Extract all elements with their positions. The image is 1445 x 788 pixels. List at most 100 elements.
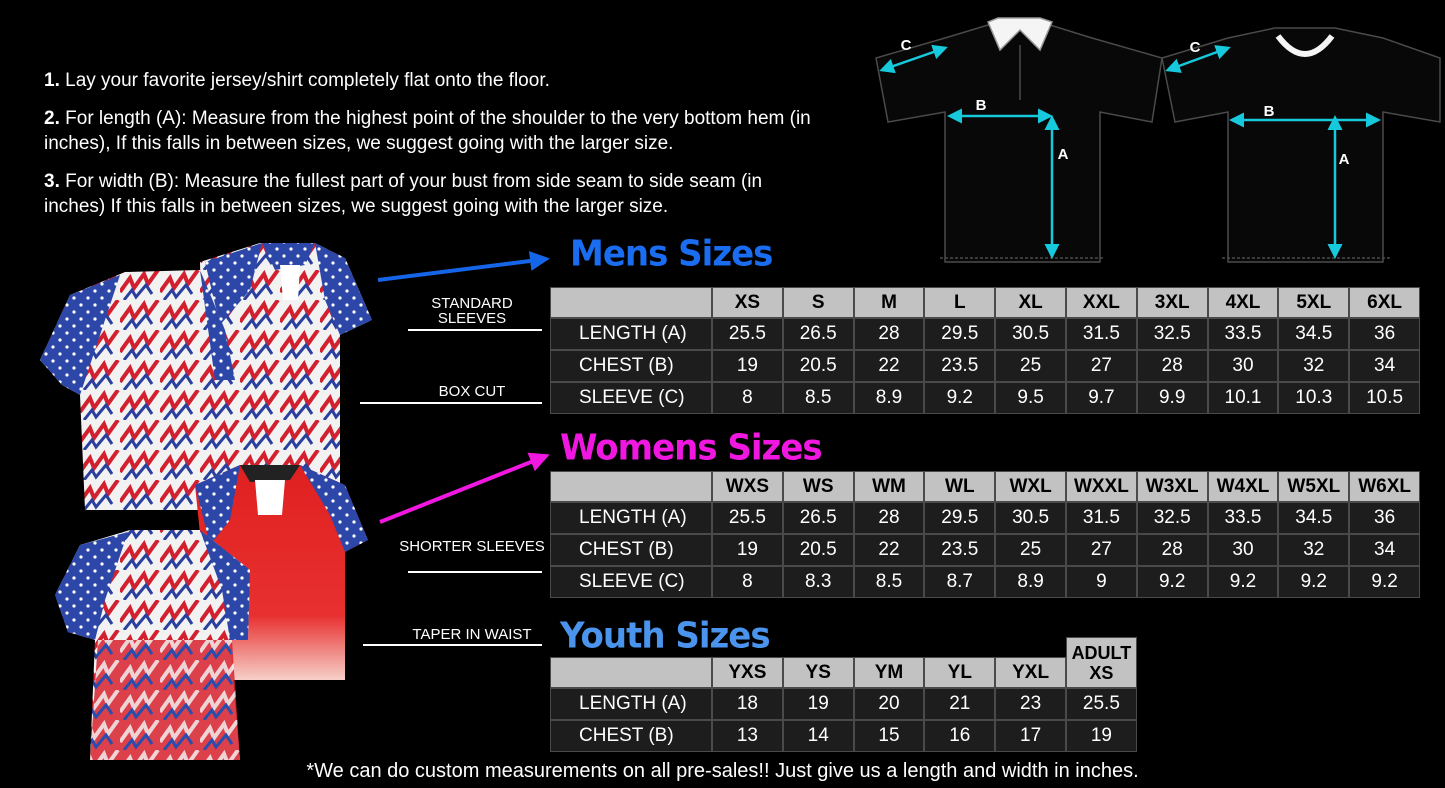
size-header: S bbox=[782, 287, 854, 318]
size-header: YL bbox=[924, 657, 996, 688]
value-cell: 10.3 bbox=[1278, 382, 1350, 414]
style-label: SHORTER SLEEVES bbox=[399, 538, 545, 555]
value-cell: 13 bbox=[712, 720, 783, 752]
table-title: Youth Sizes bbox=[560, 615, 771, 657]
row-label: LENGTH (A) bbox=[550, 688, 712, 720]
value-cell: 29.5 bbox=[924, 318, 996, 350]
value-cell: 32.5 bbox=[1136, 502, 1208, 534]
size-header: YS bbox=[782, 657, 854, 688]
value-cell: 8 bbox=[712, 566, 783, 598]
step-text: Lay your favorite jersey/shirt completel… bbox=[65, 70, 550, 91]
style-label: BOX CUT bbox=[438, 383, 506, 400]
value-cell: 23.5 bbox=[924, 350, 996, 382]
size-header: 5XL bbox=[1278, 287, 1350, 318]
value-cell: 27 bbox=[1066, 534, 1137, 566]
arrow bbox=[377, 251, 550, 282]
diagram-label: A bbox=[1058, 146, 1069, 163]
value-cell: 9 bbox=[1066, 566, 1137, 598]
value-cell: 16 bbox=[924, 720, 996, 752]
value-cell: 30 bbox=[1207, 350, 1279, 382]
value-cell: 20.5 bbox=[782, 350, 854, 382]
value-cell: 10.5 bbox=[1349, 382, 1420, 414]
value-cell: 28 bbox=[1136, 350, 1208, 382]
value-cell: 23 bbox=[995, 688, 1066, 720]
size-header: YXL bbox=[995, 657, 1066, 688]
shirt-box-cut bbox=[40, 270, 235, 510]
size-header: WM bbox=[853, 471, 925, 502]
value-cell: 26.5 bbox=[782, 318, 854, 350]
value-cell: 8.7 bbox=[924, 566, 996, 598]
value-cell: 31.5 bbox=[1066, 502, 1137, 534]
diagram-label: C bbox=[1190, 39, 1201, 56]
row-label: SLEEVE (C) bbox=[550, 382, 712, 414]
row-label: CHEST (B) bbox=[550, 720, 712, 752]
measure-arrows bbox=[879, 44, 1060, 259]
value-cell: 17 bbox=[995, 720, 1066, 752]
size-header: L bbox=[924, 287, 996, 318]
step-number: 2. bbox=[44, 108, 60, 129]
size-header: 6XL bbox=[1349, 287, 1420, 318]
size-header: YM bbox=[853, 657, 925, 688]
value-cell: 28 bbox=[853, 502, 925, 534]
value-cell: 19 bbox=[782, 688, 854, 720]
instruction: 1. Lay your favorite jersey/shirt comple… bbox=[44, 68, 819, 93]
value-cell: 32 bbox=[1278, 350, 1350, 382]
value-cell: 22 bbox=[853, 534, 925, 566]
value-cell: 25.5 bbox=[712, 502, 783, 534]
row-label: CHEST (B) bbox=[550, 350, 712, 382]
value-cell: 18 bbox=[712, 688, 783, 720]
arrow bbox=[379, 452, 550, 524]
value-cell: 30.5 bbox=[995, 318, 1066, 350]
row-label: LENGTH (A) bbox=[550, 318, 712, 350]
value-cell: 9.2 bbox=[1207, 566, 1279, 598]
value-cell: 28 bbox=[1136, 534, 1208, 566]
value-cell: 9.9 bbox=[1136, 382, 1208, 414]
value-cell: 10.1 bbox=[1207, 382, 1279, 414]
value-cell: 26.5 bbox=[782, 502, 854, 534]
measure-arrows bbox=[1165, 45, 1381, 259]
size-header: YXS bbox=[712, 657, 783, 688]
row-label: CHEST (B) bbox=[550, 534, 712, 566]
step-text: For width (B): Measure the fullest part … bbox=[44, 171, 763, 217]
value-cell: 8.5 bbox=[782, 382, 854, 414]
value-cell: 8.9 bbox=[853, 382, 925, 414]
size-header: W6XL bbox=[1349, 471, 1420, 502]
value-cell: 25 bbox=[995, 350, 1066, 382]
value-cell: 31.5 bbox=[1066, 318, 1137, 350]
diagram-label: B bbox=[1264, 103, 1275, 120]
value-cell: 34 bbox=[1349, 534, 1420, 566]
value-cell: 21 bbox=[924, 688, 996, 720]
value-cell: 28 bbox=[853, 318, 925, 350]
value-cell: 19 bbox=[1066, 720, 1137, 752]
size-header: ADULT XS bbox=[1066, 637, 1137, 688]
instruction: 2. For length (A): Measure from the high… bbox=[44, 106, 819, 156]
shirt-taper-waist bbox=[55, 530, 250, 760]
value-cell: 9.2 bbox=[1349, 566, 1420, 598]
size-header: WS bbox=[782, 471, 854, 502]
value-cell: 19 bbox=[712, 350, 783, 382]
value-cell: 25.5 bbox=[1066, 688, 1137, 720]
step-text: For length (A): Measure from the highest… bbox=[44, 108, 811, 154]
value-cell: 8 bbox=[712, 382, 783, 414]
step-number: 1. bbox=[44, 70, 60, 91]
row-label: SLEEVE (C) bbox=[550, 566, 712, 598]
value-cell: 22 bbox=[853, 350, 925, 382]
size-header: XXL bbox=[1066, 287, 1137, 318]
value-cell: 34 bbox=[1349, 350, 1420, 382]
value-cell: 30.5 bbox=[995, 502, 1066, 534]
value-cell: 36 bbox=[1349, 502, 1420, 534]
polo-diagram bbox=[875, 17, 1163, 263]
size-header: WXXL bbox=[1066, 471, 1137, 502]
value-cell: 34.5 bbox=[1278, 502, 1350, 534]
table-title: Mens Sizes bbox=[570, 233, 773, 275]
shirt-standard bbox=[200, 243, 372, 510]
size-header: XS bbox=[712, 287, 783, 318]
value-cell: 8.9 bbox=[995, 566, 1066, 598]
value-cell: 33.5 bbox=[1207, 318, 1279, 350]
header-cell bbox=[550, 287, 712, 318]
value-cell: 34.5 bbox=[1278, 318, 1350, 350]
value-cell: 27 bbox=[1066, 350, 1137, 382]
step-number: 3. bbox=[44, 171, 60, 192]
value-cell: 15 bbox=[853, 720, 925, 752]
